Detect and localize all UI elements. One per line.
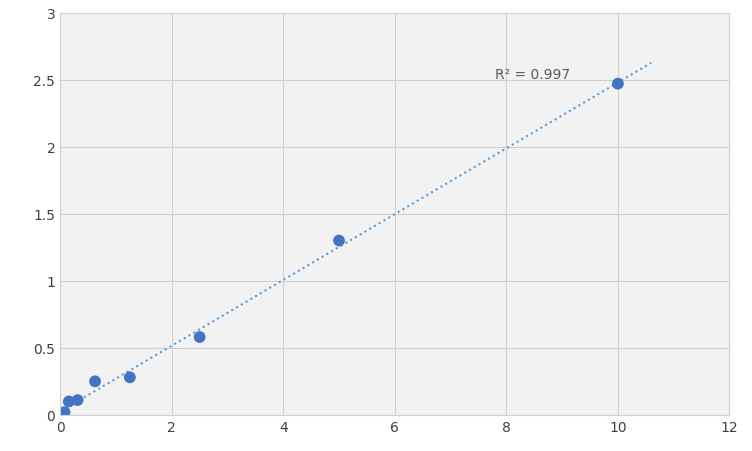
Point: [59, 409, 71, 416]
Point: [333, 237, 345, 244]
Point: [71, 396, 83, 404]
Point: [193, 334, 205, 341]
Point: [89, 378, 101, 385]
Point: [124, 374, 136, 381]
Text: R² = 0.997: R² = 0.997: [495, 68, 570, 82]
Point: [612, 81, 624, 88]
Point: [54, 411, 66, 419]
Point: [63, 398, 75, 405]
